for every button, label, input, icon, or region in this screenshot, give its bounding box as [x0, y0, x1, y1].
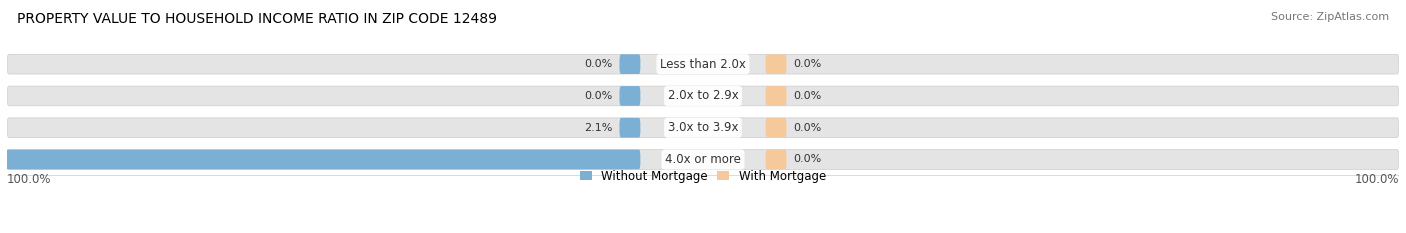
Text: 0.0%: 0.0% [585, 59, 613, 69]
Text: 100.0%: 100.0% [7, 173, 52, 186]
Text: 2.1%: 2.1% [583, 123, 613, 133]
FancyBboxPatch shape [620, 54, 640, 74]
FancyBboxPatch shape [766, 54, 786, 74]
Text: 100.0%: 100.0% [1354, 173, 1399, 186]
FancyBboxPatch shape [620, 118, 640, 137]
FancyBboxPatch shape [0, 150, 640, 169]
Text: 0.0%: 0.0% [793, 154, 821, 164]
Text: 0.0%: 0.0% [585, 91, 613, 101]
FancyBboxPatch shape [7, 86, 1399, 106]
Text: Source: ZipAtlas.com: Source: ZipAtlas.com [1271, 12, 1389, 22]
FancyBboxPatch shape [7, 118, 1399, 137]
FancyBboxPatch shape [766, 86, 786, 106]
Legend: Without Mortgage, With Mortgage: Without Mortgage, With Mortgage [581, 170, 825, 183]
Text: 3.0x to 3.9x: 3.0x to 3.9x [668, 121, 738, 134]
FancyBboxPatch shape [7, 54, 1399, 74]
FancyBboxPatch shape [620, 86, 640, 106]
Text: 2.0x to 2.9x: 2.0x to 2.9x [668, 89, 738, 103]
Text: 4.0x or more: 4.0x or more [665, 153, 741, 166]
Text: 0.0%: 0.0% [793, 123, 821, 133]
Text: 0.0%: 0.0% [793, 59, 821, 69]
Text: Less than 2.0x: Less than 2.0x [659, 58, 747, 71]
FancyBboxPatch shape [766, 118, 786, 137]
FancyBboxPatch shape [7, 150, 1399, 169]
Text: 0.0%: 0.0% [793, 91, 821, 101]
FancyBboxPatch shape [766, 150, 786, 169]
Text: PROPERTY VALUE TO HOUSEHOLD INCOME RATIO IN ZIP CODE 12489: PROPERTY VALUE TO HOUSEHOLD INCOME RATIO… [17, 12, 496, 26]
